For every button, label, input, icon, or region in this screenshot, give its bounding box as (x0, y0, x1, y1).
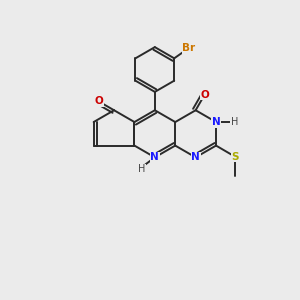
Text: N: N (151, 152, 159, 162)
Text: S: S (231, 152, 239, 162)
Text: H: H (231, 117, 238, 127)
Text: N: N (191, 152, 200, 162)
Text: N: N (212, 117, 220, 127)
Text: H: H (138, 164, 145, 174)
Text: Br: Br (182, 43, 196, 53)
Text: O: O (94, 96, 103, 106)
Text: O: O (200, 90, 209, 100)
